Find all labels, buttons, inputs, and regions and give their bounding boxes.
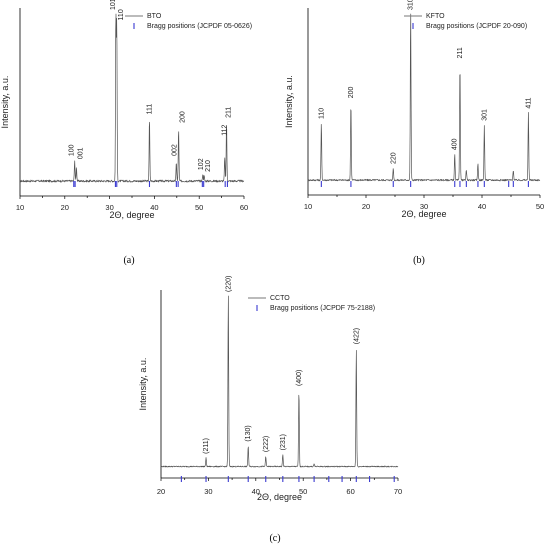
x-tick-label: 60 bbox=[346, 487, 354, 496]
y-axis-label: Intensity, a.u. bbox=[284, 75, 294, 128]
x-tick-label: 70 bbox=[394, 487, 402, 496]
x-tick-label: 10 bbox=[16, 203, 24, 212]
legend: KFTO Bragg positions (JCPDF 20-090) bbox=[404, 13, 527, 30]
peak-label: 102 bbox=[198, 158, 205, 170]
peak-label: 112 bbox=[222, 125, 229, 136]
peak-label: 200 bbox=[180, 111, 187, 123]
peak-label: 210 bbox=[205, 160, 212, 172]
legend-pattern-label: CCTO bbox=[270, 295, 290, 302]
diffraction-pattern-line bbox=[307, 13, 541, 182]
peak-label: 001 bbox=[77, 147, 84, 159]
x-tick-label: 60 bbox=[240, 203, 248, 212]
x-tick-label: 30 bbox=[105, 203, 113, 212]
legend-bragg-label: Bragg positions (JCPDF 05-0626) bbox=[147, 23, 252, 30]
panel-b: 10 20 30 40 50 2Θ, degree Intensity, a.u. 110 20… bbox=[284, 0, 544, 219]
peak-label: 220 bbox=[390, 152, 397, 164]
peak-label: (211) bbox=[203, 438, 210, 454]
x-tick-label: 50 bbox=[536, 202, 544, 211]
peak-label: 200 bbox=[348, 86, 355, 98]
peak-label: 101 bbox=[110, 0, 117, 10]
peak-label: 110 bbox=[318, 108, 325, 119]
peak-label: (422) bbox=[353, 328, 360, 344]
peak-label: (222) bbox=[263, 436, 270, 452]
peak-label: 400 bbox=[452, 138, 459, 150]
peak-label: 002 bbox=[171, 144, 178, 156]
x-tick-label: 20 bbox=[61, 203, 69, 212]
legend: CCTO Bragg positions (JCPDF 75-2188) bbox=[248, 295, 375, 312]
diffraction-pattern-line bbox=[160, 295, 399, 468]
caption-a: (a) bbox=[123, 255, 134, 266]
panel-c: 20 30 40 50 60 70 2Θ, degree Intensity, a.u. (21… bbox=[138, 276, 402, 502]
peak-label: 211 bbox=[457, 47, 464, 58]
x-tick-label: 40 bbox=[150, 203, 158, 212]
peak-label: 211 bbox=[226, 107, 233, 118]
peak-label: (400) bbox=[296, 370, 303, 386]
x-tick-label: 20 bbox=[157, 487, 165, 496]
legend-pattern-label: BTO bbox=[147, 13, 162, 20]
x-tick-label: 10 bbox=[304, 202, 312, 211]
caption-c: (c) bbox=[269, 533, 280, 544]
peak-label: (220) bbox=[225, 276, 232, 292]
x-axis-label: 2Θ, degree bbox=[257, 492, 302, 502]
peak-label: 100 bbox=[69, 144, 76, 156]
x-tick-label: 50 bbox=[299, 487, 307, 496]
legend-bragg-label: Bragg positions (JCPDF 75-2188) bbox=[270, 305, 375, 312]
x-tick-label: 30 bbox=[204, 487, 212, 496]
x-tick-label: 50 bbox=[195, 203, 203, 212]
peak-label: 411 bbox=[525, 97, 532, 108]
diffraction-pattern-line bbox=[19, 13, 245, 183]
y-axis-label: Intensity, a.u. bbox=[0, 76, 10, 129]
legend-bragg-label: Bragg positions (JCPDF 20-090) bbox=[426, 23, 527, 30]
x-tick-label: 40 bbox=[478, 202, 486, 211]
peak-label: 111 bbox=[146, 104, 153, 115]
peak-label: 110 bbox=[118, 9, 125, 20]
caption-b: (b) bbox=[413, 255, 425, 266]
peak-label: (231) bbox=[280, 434, 287, 450]
x-tick-label: 40 bbox=[252, 487, 260, 496]
legend: BTO Bragg positions (JCPDF 05-0626) bbox=[125, 13, 252, 30]
peak-label: 310 bbox=[408, 0, 415, 10]
peak-label: 301 bbox=[481, 109, 488, 121]
x-axis-label: 2Θ, degree bbox=[401, 209, 446, 219]
y-axis-label: Intensity, a.u. bbox=[138, 358, 148, 411]
panel-a: 10 20 30 40 50 60 2Θ, degree Intensity, a.u. 100… bbox=[0, 0, 252, 220]
peak-label: (130) bbox=[245, 425, 252, 441]
x-tick-label: 20 bbox=[362, 202, 370, 211]
x-axis-label: 2Θ, degree bbox=[109, 210, 154, 220]
x-tick-label: 30 bbox=[420, 202, 428, 211]
legend-pattern-label: KFTO bbox=[426, 13, 445, 20]
